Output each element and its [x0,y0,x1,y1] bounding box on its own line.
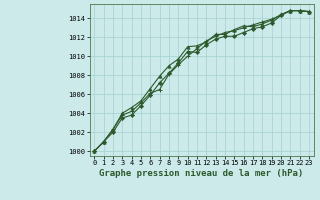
X-axis label: Graphe pression niveau de la mer (hPa): Graphe pression niveau de la mer (hPa) [100,169,304,178]
